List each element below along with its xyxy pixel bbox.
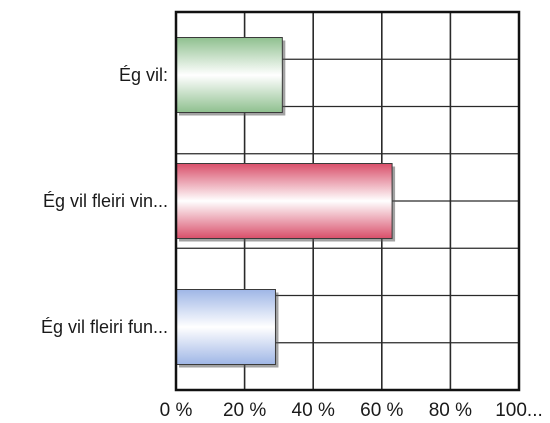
- chart-frame: [174, 10, 521, 392]
- bar: [175, 289, 276, 365]
- x-tick-label: 20 %: [223, 400, 266, 421]
- bar: [175, 163, 393, 239]
- x-tick-label: 80 %: [429, 400, 472, 421]
- x-tick-label: 0 %: [160, 400, 193, 421]
- category-label: Ég vil fleiri fun...: [41, 317, 168, 337]
- x-tick-label: 100...: [495, 400, 543, 421]
- x-tick-label: 60 %: [360, 400, 403, 421]
- x-tick-label: 40 %: [292, 400, 335, 421]
- category-label: Ég vil:: [119, 65, 168, 85]
- bar: [175, 37, 283, 113]
- plot-border: [174, 10, 521, 392]
- chart-bars: [175, 37, 396, 368]
- category-label: Ég vil fleiri vin...: [43, 191, 168, 211]
- x-axis-tick-labels: 0 % 20 % 40 % 60 % 80 % 100...: [160, 400, 543, 421]
- category-labels: Ég vil: Ég vil fleiri vin... Ég vil fleiri…: [41, 65, 168, 337]
